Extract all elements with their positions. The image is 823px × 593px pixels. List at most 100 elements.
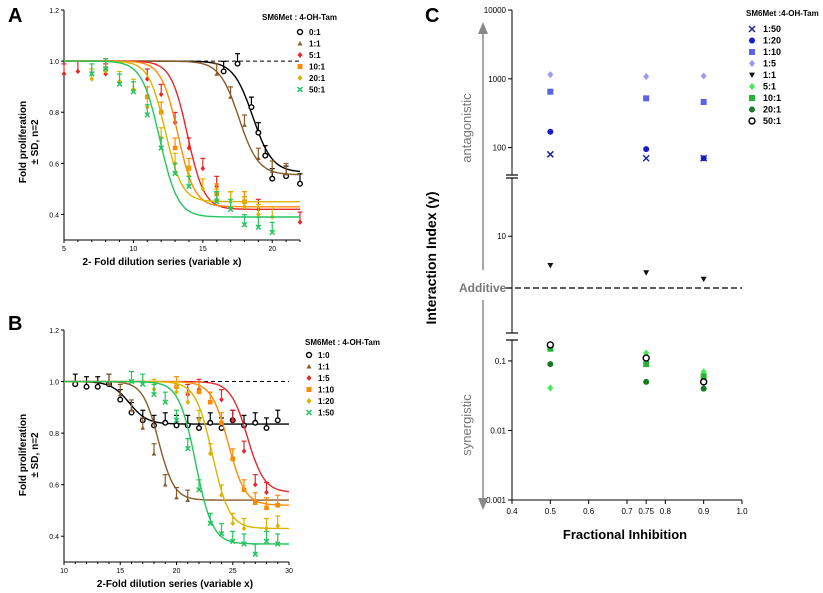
data-point-1:20-shape — [196, 417, 202, 423]
data-point-1:0 — [274, 417, 281, 424]
data-point-1:50-stroke — [642, 154, 650, 162]
data-point-5:1-shape — [144, 76, 150, 82]
data-point-1:5-shape — [252, 481, 258, 488]
x-tick-label: 15 — [116, 568, 124, 575]
data-point-1:20 — [207, 450, 213, 457]
y-tick-label: 0.6 — [49, 483, 59, 490]
legend-marker-50:1 — [296, 86, 304, 93]
panel-b: B Fold proliferation ± SD, n=2 2-Fold di… — [8, 313, 380, 590]
y-tick-label: 0.8 — [49, 431, 59, 438]
data-point-1:20 — [275, 523, 281, 529]
data-point-1:50 — [151, 391, 157, 398]
y-tick-label: 100 — [493, 144, 507, 153]
panel-b-legend-title: SM6Met : 4-OH-Tam — [305, 338, 380, 347]
data-point-1:10-shape — [643, 95, 650, 102]
y-tick-label: 0.4 — [49, 534, 59, 541]
x-tick-label: 20 — [268, 246, 276, 253]
data-point-20:1 — [547, 361, 554, 368]
data-point-5:1-shape — [186, 145, 192, 151]
data-point-1:10 — [241, 487, 247, 493]
data-point-10:1-shape — [643, 361, 650, 368]
data-point-0:1 — [255, 129, 262, 136]
data-point-10:1-shape — [547, 345, 554, 352]
legend-marker-1:5 — [749, 59, 755, 68]
data-point-50:1-stroke — [88, 71, 95, 77]
data-point-1:20 — [219, 492, 224, 498]
legend-marker-1:5-shape — [749, 59, 755, 68]
data-point-1:1-shape — [242, 122, 247, 127]
data-point-50:1-shape — [546, 341, 555, 349]
data-point-1:1 — [269, 168, 275, 173]
data-point-5:1 — [61, 71, 67, 77]
data-point-1:1 — [185, 497, 191, 502]
data-point-1:10-shape — [547, 88, 554, 95]
data-point-1:50 — [139, 381, 146, 387]
x-tick-label: 0.9 — [698, 507, 710, 516]
data-point-1:0-shape — [195, 424, 202, 431]
y-tick-label: 10 — [497, 232, 506, 241]
data-point-1:50 — [642, 154, 650, 162]
data-point-50:1 — [642, 354, 650, 362]
legend-marker-1:20-shape — [306, 398, 312, 404]
data-point-1:50 — [252, 551, 259, 558]
data-point-1:50 — [218, 530, 225, 537]
data-point-5:1-shape — [61, 71, 67, 77]
additive-label: Additive — [459, 281, 507, 295]
data-point-1:50-stroke — [252, 551, 259, 558]
data-point-1:1 — [228, 94, 233, 99]
legend-marker-1:0-shape — [305, 351, 313, 359]
data-point-1:10 — [196, 389, 202, 395]
legend-label-10:1: 10:1 — [763, 93, 781, 103]
y-tick-label: 1.0 — [49, 380, 59, 387]
legend-label-0:1: 0:1 — [309, 28, 321, 37]
data-point-1:1 — [547, 262, 554, 269]
data-point-1:5 — [241, 448, 247, 454]
data-point-1:5-shape — [219, 396, 224, 403]
legend-marker-50:1 — [748, 117, 756, 125]
legend-label-1:50: 1:50 — [318, 409, 335, 418]
data-point-5:1-shape — [75, 68, 81, 75]
legend-label-50:1: 50:1 — [763, 116, 781, 126]
panel-c-xlabel: Fractional Inhibition — [563, 527, 687, 542]
data-point-1:1-shape — [185, 497, 191, 502]
data-point-1:20 — [196, 417, 202, 423]
data-point-1:20 — [264, 525, 269, 532]
legend-marker-20:1 — [749, 106, 755, 113]
data-point-1:0-shape — [274, 417, 281, 424]
data-point-1:20-shape — [264, 525, 269, 532]
data-point-1:1-shape — [228, 94, 233, 99]
data-point-1:50-stroke — [546, 150, 554, 158]
data-point-50:1-stroke — [255, 224, 262, 231]
data-point-1:0-shape — [173, 422, 180, 429]
legend-marker-1:50 — [748, 25, 756, 33]
data-point-1:50 — [207, 520, 214, 527]
data-point-1:50 — [274, 541, 281, 547]
data-point-1:5 — [230, 417, 236, 423]
data-point-0:1 — [234, 60, 241, 67]
data-point-1:10-shape — [241, 487, 247, 493]
data-point-1:1 — [214, 71, 220, 76]
legend-marker-1:20-shape — [749, 37, 755, 44]
data-point-1:5 — [700, 72, 707, 80]
legend-marker-1:1 — [749, 72, 755, 78]
x-tick-label: 10 — [130, 246, 138, 253]
data-point-0:1-shape — [269, 175, 276, 182]
legend-marker-1:10-shape — [749, 49, 755, 55]
data-point-1:20 — [185, 399, 191, 405]
data-point-1:1-shape — [283, 171, 289, 176]
data-point-50:1-stroke — [144, 111, 151, 118]
data-point-0:1 — [262, 152, 269, 159]
data-point-1:1-shape — [214, 71, 220, 76]
data-point-1:50 — [241, 541, 247, 547]
data-point-0:1-shape — [248, 104, 255, 111]
data-point-1:10-shape — [230, 456, 236, 462]
data-point-50:1 — [130, 88, 137, 95]
data-point-50:1-stroke — [158, 145, 165, 151]
legend-label-1:1: 1:1 — [318, 363, 330, 372]
data-point-0:1-shape — [297, 180, 304, 187]
data-point-1:50-stroke — [207, 520, 214, 527]
panel-a-ylabel: Fold proliferation — [18, 101, 29, 183]
data-point-50:1-stroke — [227, 206, 234, 213]
data-point-20:1 — [242, 204, 247, 210]
data-point-50:1 — [144, 111, 151, 118]
